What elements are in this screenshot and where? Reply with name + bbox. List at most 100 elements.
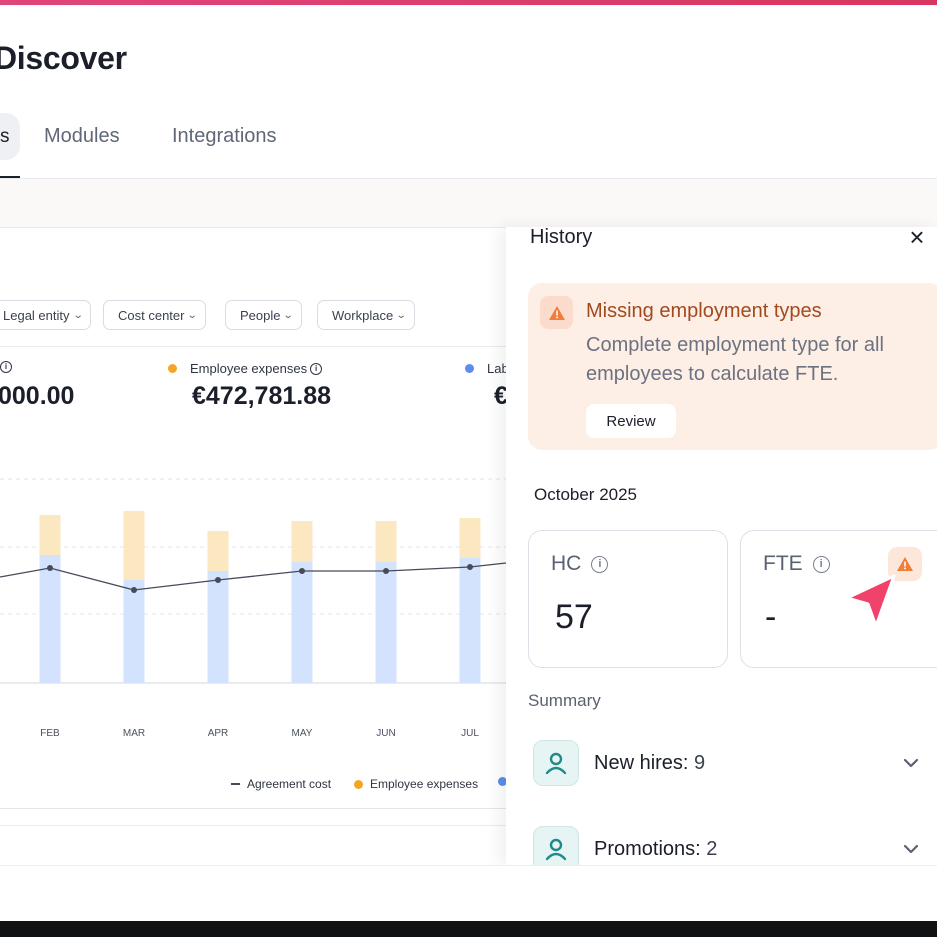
chevron-down-icon[interactable] <box>902 840 920 858</box>
agreement-cost-point <box>215 577 221 583</box>
agreement-cost-point <box>299 568 305 574</box>
kpi-label-text: Lab <box>487 361 509 376</box>
promotions-avatar <box>533 826 579 872</box>
fte-label: FTE i <box>763 552 830 576</box>
tab-active-background[interactable] <box>0 113 20 160</box>
dot-marker-icon <box>354 779 363 789</box>
bar-labor <box>291 562 313 683</box>
bar-line-chart: FEB MAR APR MAY JUN JUL <box>0 478 506 739</box>
chevron-down-icon: ⌄ <box>72 309 84 321</box>
filter-label: Legal entity <box>3 307 70 323</box>
kpi-employee-expenses-value: €472,781.88 <box>192 382 332 410</box>
filter-label: Workplace <box>332 307 394 323</box>
filter-divider <box>0 346 506 347</box>
bar-employee-expenses <box>459 518 481 558</box>
filter-people[interactable]: People ⌄ <box>225 300 302 330</box>
info-icon[interactable]: i <box>812 555 830 573</box>
chart-panel <box>0 227 506 865</box>
bar-employee-expenses <box>123 511 145 580</box>
agreement-cost-point <box>131 587 137 593</box>
filter-workplace[interactable]: Workplace ⌄ <box>317 300 415 330</box>
hc-value: 57 <box>555 598 593 636</box>
filter-cost-center[interactable]: Cost center ⌄ <box>103 300 206 330</box>
person-icon <box>545 838 567 861</box>
top-accent-bar <box>0 0 937 5</box>
agreement-cost-point <box>467 564 473 570</box>
line-marker-icon <box>231 783 240 785</box>
bar-labor <box>123 580 145 683</box>
bar-employee-expenses <box>207 531 229 571</box>
dot-marker-icon <box>498 777 507 786</box>
bar-employee-expenses <box>39 515 61 555</box>
tab-integrations[interactable]: Integrations <box>172 125 277 147</box>
promotions-count: 2 <box>706 838 718 860</box>
new-hires-count: 9 <box>694 752 706 774</box>
agreement-cost-point <box>383 568 389 574</box>
chevron-down-icon: ⌄ <box>187 309 199 321</box>
filter-label: People <box>240 307 281 323</box>
tab-active-underline <box>0 176 20 178</box>
x-tick-label: MAY <box>292 728 313 739</box>
close-icon: × <box>909 222 925 252</box>
tabs-divider <box>0 178 937 179</box>
alert-title: Missing employment types <box>586 300 822 322</box>
person-icon <box>545 752 567 775</box>
warning-icon <box>897 557 913 571</box>
bottom-bar <box>0 921 937 937</box>
legend-label: Employee expenses <box>370 777 479 791</box>
bar-labor <box>207 571 229 683</box>
agreement-cost-line <box>0 562 506 591</box>
new-hires-avatar <box>533 740 579 786</box>
bar-labor <box>375 562 397 683</box>
promotions-label: Promotions: <box>594 838 701 860</box>
kpi-labor-value: € <box>494 382 508 410</box>
promotions-row[interactable]: Promotions: 2 <box>594 838 717 861</box>
kpi-employee-expenses-label: Employee expenses i <box>168 361 323 376</box>
filter-label: Cost center <box>118 307 185 323</box>
hc-label: HC i <box>551 552 609 576</box>
chevron-down-icon: ⌄ <box>395 309 407 321</box>
tab-modules[interactable]: Modules <box>44 125 120 147</box>
bottom-area <box>0 865 937 921</box>
chevron-down-icon: ⌄ <box>283 309 295 321</box>
panel-divider <box>0 825 506 826</box>
period-label: October 2025 <box>534 485 638 504</box>
chevron-down-icon[interactable] <box>902 754 920 772</box>
history-title: History <box>530 226 593 248</box>
legend-employee-expenses: Employee expenses <box>354 777 478 791</box>
x-tick-label: MAR <box>123 728 145 739</box>
fte-value: - <box>765 598 777 636</box>
bar-employee-expenses <box>375 521 397 562</box>
kpi-first-label: i <box>0 361 12 373</box>
bar-labor <box>459 558 481 683</box>
x-tick-label: JUL <box>461 728 479 739</box>
legend-label: Agreement cost <box>247 777 332 791</box>
kpi-label-text: Employee expenses <box>190 361 308 376</box>
legend-labor <box>498 777 507 786</box>
filter-legal-entity[interactable]: Legal entity ⌄ <box>0 300 91 330</box>
legend-agreement-cost: Agreement cost <box>231 777 331 791</box>
hc-card <box>528 530 728 668</box>
kpi-labor-label: Lab <box>465 361 509 376</box>
kpi-first-value: 000.00 <box>0 382 75 410</box>
new-hires-row[interactable]: New hires: 9 <box>594 752 705 775</box>
pointer-cursor-icon <box>845 574 896 628</box>
info-icon[interactable]: i <box>0 361 12 373</box>
alert-warning-badge <box>540 296 573 329</box>
tab-active-label[interactable]: s <box>0 126 10 147</box>
x-tick-label: APR <box>208 728 229 739</box>
close-button[interactable]: × <box>905 224 929 250</box>
summary-label: Summary <box>528 691 601 710</box>
info-icon[interactable]: i <box>591 555 609 573</box>
content-band <box>0 179 937 227</box>
x-tick-label: FEB <box>40 728 60 739</box>
page-title: Discover <box>0 40 127 76</box>
panel-divider <box>0 808 506 809</box>
alert-text: Complete employment type for all employe… <box>586 334 884 385</box>
x-tick-label: JUN <box>376 728 395 739</box>
hc-label-text: HC <box>551 552 582 575</box>
info-icon[interactable]: i <box>310 362 323 375</box>
bar-employee-expenses <box>291 521 313 562</box>
review-button[interactable]: Review <box>586 404 676 438</box>
agreement-cost-point <box>47 565 53 571</box>
